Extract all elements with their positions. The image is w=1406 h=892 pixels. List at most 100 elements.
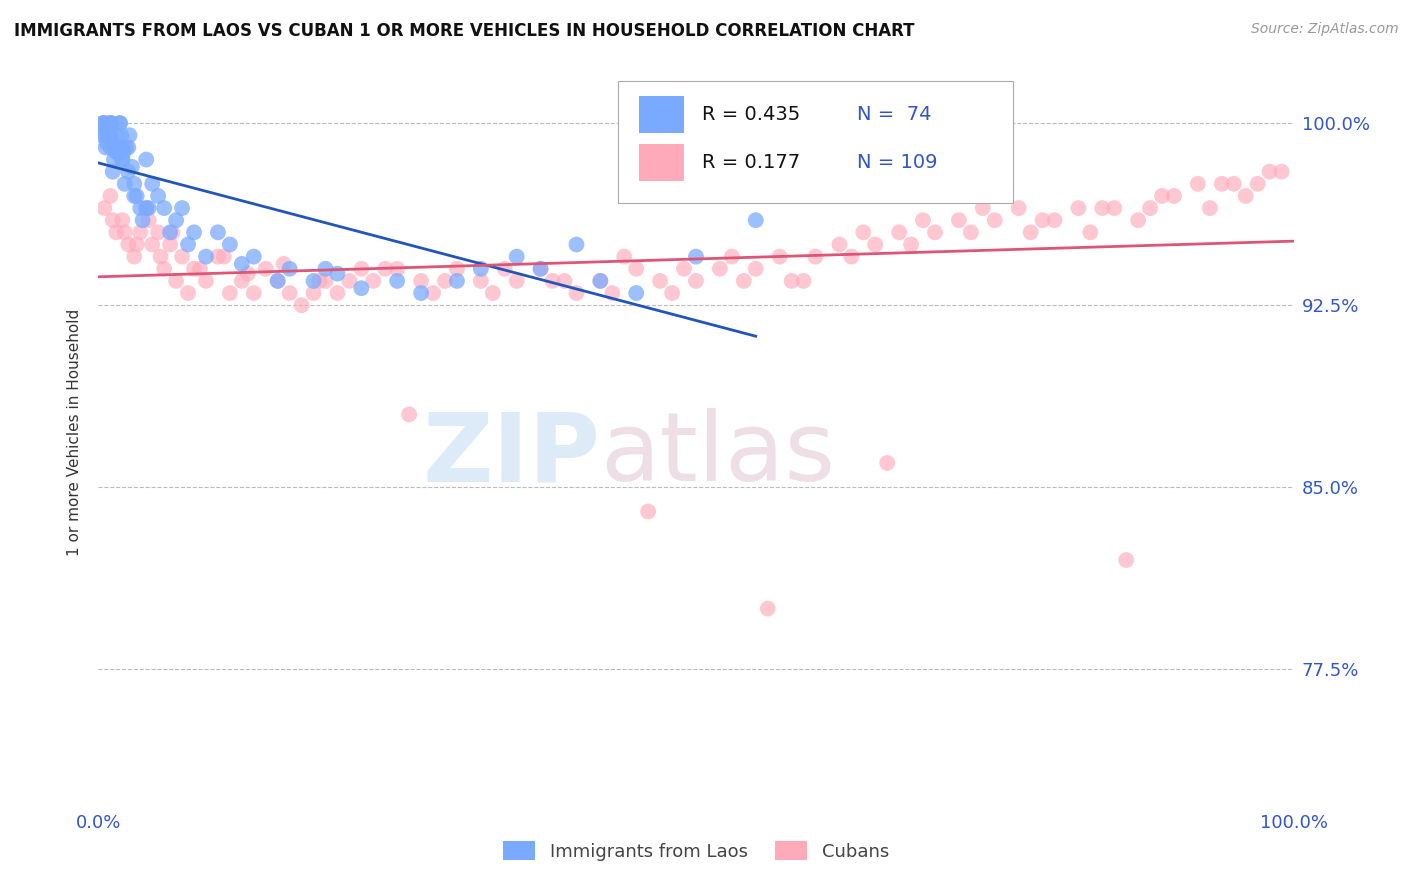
Point — [1152, 189, 1174, 203]
Point — [118, 128, 141, 143]
Point — [530, 261, 553, 276]
Point — [613, 250, 636, 264]
Point — [1271, 164, 1294, 178]
Point — [1128, 213, 1150, 227]
Point — [117, 140, 139, 154]
Point — [350, 281, 373, 295]
Point — [165, 274, 187, 288]
Point — [254, 261, 277, 276]
Point — [876, 456, 898, 470]
Text: R = 0.435: R = 0.435 — [702, 104, 800, 124]
Point — [93, 120, 115, 135]
Point — [93, 201, 115, 215]
Point — [172, 201, 194, 215]
Point — [121, 160, 143, 174]
Point — [721, 250, 744, 264]
Point — [661, 286, 683, 301]
Point — [924, 225, 946, 239]
Point — [889, 225, 911, 239]
Point — [243, 286, 266, 301]
Point — [363, 274, 385, 288]
Point — [960, 225, 983, 239]
Point — [506, 274, 529, 288]
Point — [1080, 225, 1102, 239]
Point — [1032, 213, 1054, 227]
Point — [793, 274, 815, 288]
Point — [1211, 177, 1233, 191]
Point — [315, 274, 337, 288]
Point — [91, 116, 114, 130]
Point — [385, 261, 409, 276]
Point — [267, 274, 290, 288]
Point — [141, 177, 163, 191]
Point — [673, 261, 696, 276]
Point — [350, 261, 373, 276]
Text: Source: ZipAtlas.com: Source: ZipAtlas.com — [1251, 22, 1399, 37]
Point — [124, 177, 146, 191]
Point — [267, 274, 290, 288]
Point — [650, 274, 672, 288]
Point — [125, 237, 148, 252]
Point — [637, 504, 659, 518]
Point — [141, 237, 163, 252]
Point — [291, 298, 314, 312]
Point — [841, 250, 863, 264]
Point — [98, 128, 122, 143]
Point — [165, 213, 187, 227]
Text: N = 109: N = 109 — [858, 153, 938, 172]
Point — [111, 213, 134, 227]
Point — [446, 261, 468, 276]
Point — [129, 225, 152, 239]
Point — [1091, 201, 1114, 215]
Point — [1043, 213, 1066, 227]
Text: R = 0.177: R = 0.177 — [702, 153, 800, 172]
Point — [900, 237, 922, 252]
Point — [101, 213, 124, 227]
Point — [98, 189, 122, 203]
Point — [565, 286, 588, 301]
Point — [1187, 177, 1209, 191]
Point — [1115, 553, 1137, 567]
Point — [733, 274, 755, 288]
Point — [494, 261, 516, 276]
Point — [138, 201, 160, 215]
Point — [108, 116, 131, 130]
Point — [110, 128, 132, 143]
Point — [374, 261, 396, 276]
Point — [108, 116, 131, 130]
Point — [1234, 189, 1257, 203]
Point — [195, 274, 218, 288]
Point — [111, 153, 134, 167]
Point — [398, 408, 420, 422]
Point — [278, 286, 301, 301]
Point — [470, 274, 492, 288]
Point — [125, 189, 148, 203]
Point — [1067, 201, 1090, 215]
Point — [153, 261, 176, 276]
Point — [326, 267, 349, 281]
Point — [972, 201, 994, 215]
Point — [685, 274, 707, 288]
Point — [780, 274, 803, 288]
Point — [482, 286, 505, 301]
Point — [100, 116, 122, 130]
Point — [1163, 189, 1185, 203]
Point — [626, 261, 648, 276]
Point — [470, 261, 492, 276]
Point — [302, 286, 325, 301]
Point — [411, 286, 433, 301]
Point — [1008, 201, 1031, 215]
Point — [804, 250, 827, 264]
Point — [422, 286, 444, 301]
Point — [589, 274, 612, 288]
Point — [105, 225, 128, 239]
Text: N =  74: N = 74 — [858, 104, 932, 124]
Point — [745, 213, 768, 227]
Point — [745, 261, 768, 276]
Point — [105, 145, 128, 160]
Point — [129, 201, 152, 215]
Point — [243, 250, 266, 264]
Point — [153, 201, 176, 215]
Point — [117, 164, 139, 178]
Point — [231, 257, 253, 271]
